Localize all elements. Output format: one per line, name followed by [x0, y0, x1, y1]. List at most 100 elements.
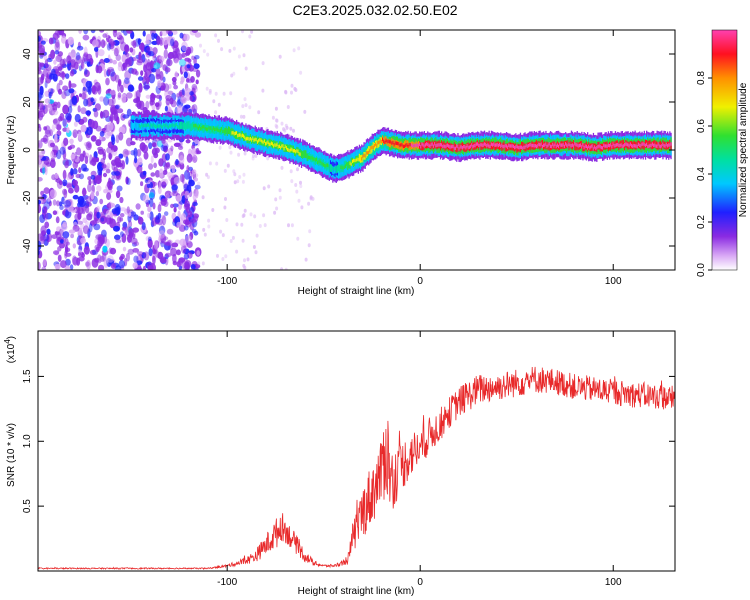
noise-cell: [137, 157, 143, 166]
ridge-cell: [296, 149, 298, 153]
noise-cell: [242, 263, 246, 268]
ridge-cell: [231, 131, 233, 135]
noise-cell: [175, 159, 179, 166]
noise-cell: [242, 53, 246, 58]
ridge-cell: [179, 124, 181, 129]
noise-cell: [154, 102, 160, 108]
ridge-cell: [333, 167, 335, 172]
ridge-cell: [165, 123, 167, 127]
noise-cell: [55, 216, 60, 224]
noise-cell: [172, 260, 178, 266]
ridge-cell: [332, 166, 334, 174]
ridge-cell: [647, 144, 649, 149]
ridge-cell: [559, 142, 561, 151]
ridge-cell: [350, 162, 352, 167]
ridge-cell: [224, 129, 226, 133]
noise-cell: [62, 85, 69, 91]
noise-cell: [102, 172, 108, 178]
noise-cell: [98, 264, 105, 270]
ridge-cell: [457, 144, 459, 149]
ridge-cell: [453, 142, 456, 150]
noise-cell: [158, 181, 162, 189]
ridge-cell: [397, 141, 399, 146]
ridge-cell: [420, 145, 422, 149]
ridge-cell: [581, 140, 583, 149]
ridge-cell: [458, 147, 460, 151]
noise-cell: [87, 85, 92, 95]
noise-cell: [38, 161, 45, 169]
noise-cell: [38, 261, 41, 270]
ridge-cell: [517, 145, 519, 150]
ridge-cell: [647, 140, 649, 149]
ridge-cell: [582, 143, 584, 152]
noise-cell: [283, 128, 287, 133]
noise-cell: [114, 156, 121, 163]
noise-cell: [193, 177, 199, 182]
noise-cell: [54, 41, 61, 52]
noise-cell: [147, 58, 151, 68]
noise-cell: [69, 70, 75, 77]
noise-cell: [241, 238, 245, 243]
ridge-cell: [317, 160, 319, 164]
noise-cell: [307, 243, 311, 248]
noise-cell: [175, 195, 182, 202]
noise-cell: [163, 83, 170, 93]
noise-cell: [215, 161, 219, 166]
noise-cell: [64, 250, 68, 259]
colorbar-tick-label: 0.6: [696, 119, 707, 133]
noise-cell: [237, 152, 241, 157]
ridge-cell: [251, 138, 253, 142]
ridge-cell: [485, 142, 487, 147]
noise-cell: [58, 79, 63, 86]
ridge-cell: [582, 143, 584, 147]
noise-cell: [180, 213, 187, 222]
ridge-cell: [266, 141, 268, 145]
noise-cell: [43, 211, 49, 221]
y-tick-label: 1.5: [22, 369, 33, 383]
noise-cell: [149, 98, 154, 107]
noise-cell: [56, 82, 61, 93]
ridge-cell: [532, 143, 534, 148]
noise-cell: [183, 203, 190, 211]
noise-cell: [231, 235, 235, 240]
ridge-cell: [362, 154, 364, 163]
colorbar-tick-label: 0.0: [696, 263, 707, 277]
ridge-cell: [304, 152, 306, 156]
ridge-cell: [500, 144, 502, 148]
ridge-cell: [446, 143, 449, 147]
noise-cell: [121, 160, 126, 170]
noise-cell: [160, 198, 167, 206]
ridge-cell: [203, 125, 205, 129]
ridge-cell: [613, 144, 615, 148]
noise-cell: [70, 153, 76, 160]
noise-cell: [217, 102, 221, 107]
noise-cell: [149, 99, 155, 106]
noise-cell: [130, 211, 137, 217]
noise-cell: [233, 172, 237, 177]
noise-cell: [202, 49, 206, 54]
ridge-cell: [163, 123, 165, 131]
noise-cell: [158, 55, 165, 63]
noise-cell: [72, 168, 78, 175]
ridge-cell: [202, 124, 204, 129]
ridge-cell: [407, 140, 409, 149]
ridge-cell: [464, 145, 466, 149]
noise-cell: [70, 83, 77, 88]
noise-cell: [155, 94, 162, 99]
noise-cell: [275, 124, 279, 129]
noise-cell: [186, 153, 193, 163]
ridge-cell: [290, 147, 292, 151]
ridge-cell: [272, 142, 274, 146]
ridge-cell: [510, 144, 512, 148]
noise-cell: [172, 203, 179, 208]
noise-cell: [117, 92, 122, 98]
noise-cell: [138, 82, 143, 93]
noise-cell: [179, 91, 183, 97]
noise-cell: [38, 204, 42, 214]
noise-cell: [285, 125, 289, 130]
noise-cell: [56, 231, 61, 242]
ridge-cell: [453, 146, 456, 151]
noise-cell: [50, 157, 55, 162]
ridge-cell: [478, 143, 480, 147]
